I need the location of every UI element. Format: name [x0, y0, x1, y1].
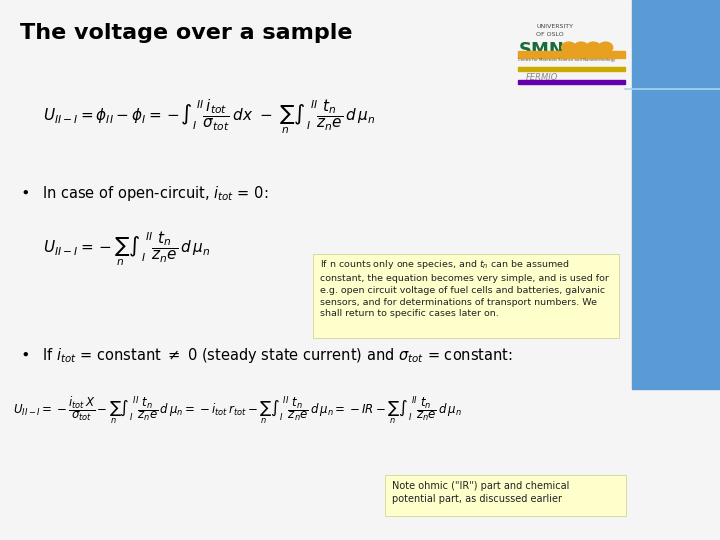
FancyBboxPatch shape: [313, 254, 619, 338]
Circle shape: [574, 42, 588, 53]
Circle shape: [562, 42, 576, 53]
Bar: [518, 51, 625, 58]
Text: If n counts only one species, and $t_n$ can be assumed
constant, the equation be: If n counts only one species, and $t_n$ …: [320, 258, 609, 318]
Text: Centre for Materials Science and Nanotechnology: Centre for Materials Science and Nanotec…: [518, 58, 616, 62]
Circle shape: [586, 42, 600, 53]
Text: $U_{II-I} = -\sum_{\!n}\int_{\,I}^{\ II} \dfrac{t_n}{z_n e}\,d\,\mu_n$: $U_{II-I} = -\sum_{\!n}\int_{\,I}^{\ II}…: [43, 230, 210, 268]
Text: $\bullet$: $\bullet$: [20, 184, 29, 199]
Text: $\bullet$: $\bullet$: [20, 346, 29, 361]
Text: In case of open-circuit, $\mathit{i}_{tot}$ = 0:: In case of open-circuit, $\mathit{i}_{to…: [42, 184, 269, 202]
Text: The voltage over a sample: The voltage over a sample: [20, 23, 353, 43]
Text: OF OSLO: OF OSLO: [536, 32, 564, 37]
Bar: [518, 67, 625, 71]
Circle shape: [598, 42, 613, 53]
Text: UNIVERSITY: UNIVERSITY: [536, 24, 573, 29]
Bar: [518, 80, 625, 84]
Text: If $\mathit{i}_{tot}$ = constant $\neq$ 0 (steady state current) and $\mathit{\s: If $\mathit{i}_{tot}$ = constant $\neq$ …: [42, 346, 513, 365]
Text: FERMIO: FERMIO: [526, 73, 558, 82]
Text: SMN: SMN: [518, 41, 564, 59]
FancyBboxPatch shape: [385, 475, 626, 516]
Bar: [632, 0, 720, 389]
Text: $U_{II-I} = -\dfrac{i_{tot}\,X}{\sigma_{tot}} - \sum_{\!n}\int_{\,I}^{\ II}\dfra: $U_{II-I} = -\dfrac{i_{tot}\,X}{\sigma_{…: [13, 394, 462, 426]
Text: Note ohmic ("IR") part and chemical
potential part, as discussed earlier: Note ohmic ("IR") part and chemical pote…: [392, 481, 570, 504]
Text: $U_{II-I} = \phi_{II} - \phi_I = -\!\int_{\,I}^{\ II} \dfrac{i_{tot}}{\sigma_{to: $U_{II-I} = \phi_{II} - \phi_I = -\!\int…: [43, 97, 376, 136]
